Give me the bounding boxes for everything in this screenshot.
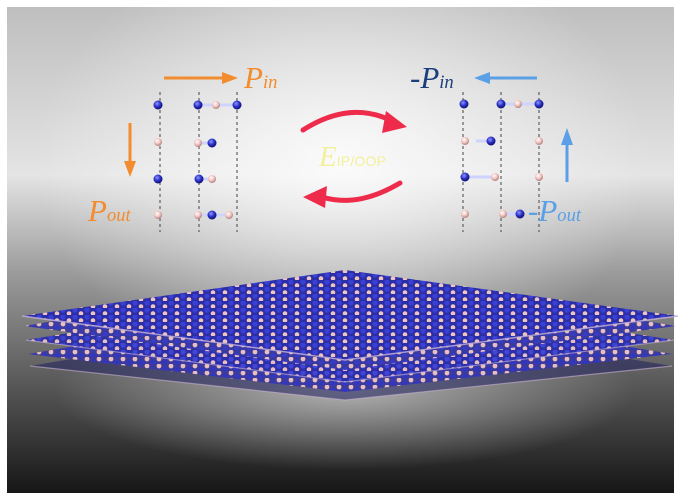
polarization-in-reversed-arrow-icon <box>474 72 537 84</box>
neg-p-in-sign: - <box>410 60 421 95</box>
p-out-symbol: P <box>88 193 107 228</box>
cycle-arrows-icon <box>300 109 407 208</box>
polarization-out-label: Pout <box>88 195 131 226</box>
hbn-lattice-layers-icon <box>21 270 679 470</box>
reversed-polarization-in-label: -Pin <box>410 62 454 93</box>
e-field-subscript: IP/OOP <box>336 153 387 169</box>
electric-field-label: EIP/OOP <box>319 143 386 172</box>
neg-p-in-symbol: P <box>420 60 440 95</box>
polarization-in-arrow-icon <box>164 72 238 84</box>
polarization-out-reversed-arrow-icon <box>561 128 573 182</box>
p-in-symbol: P <box>244 60 263 95</box>
p-in-subscript: in <box>262 72 278 93</box>
neg-p-out-symbol: P <box>538 193 558 228</box>
neg-p-out-sign: - <box>528 193 539 228</box>
bn-stacking-right-icon <box>459 92 544 232</box>
neg-p-in-subscript: in <box>439 72 454 93</box>
reversed-polarization-out-label: -Pout <box>528 195 581 226</box>
polarization-in-label: Pin <box>244 62 277 93</box>
polarization-out-arrow-icon <box>124 123 136 177</box>
e-field-symbol: E <box>319 141 337 173</box>
neg-p-out-subscript: out <box>557 205 582 226</box>
p-out-subscript: out <box>106 205 131 226</box>
bn-stacking-left-icon <box>153 92 242 232</box>
